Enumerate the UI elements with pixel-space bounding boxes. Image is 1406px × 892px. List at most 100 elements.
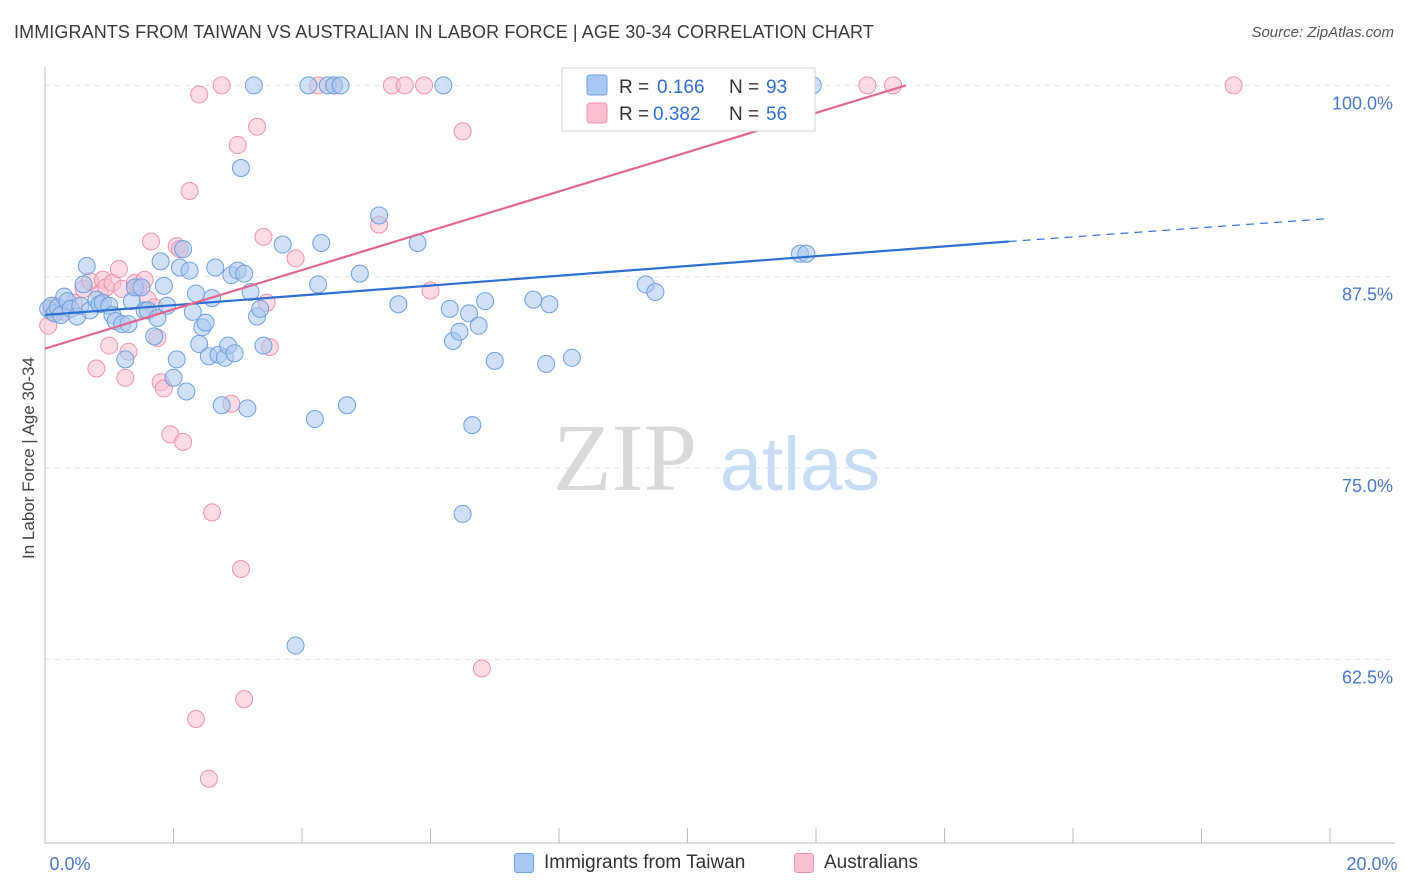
point-taiwan [485, 351, 504, 370]
point-taiwan [646, 282, 665, 301]
point-taiwan [469, 316, 488, 335]
point-australians [180, 181, 199, 200]
point-australians [228, 136, 247, 155]
point-taiwan [460, 304, 479, 323]
legend-n-value-blue: 93 [766, 77, 787, 98]
y-tick-label: 75.0% [1342, 476, 1393, 496]
point-taiwan [337, 396, 356, 415]
point-australians [286, 249, 305, 268]
chart-title: IMMIGRANTS FROM TAIWAN VS AUSTRALIAN IN … [14, 22, 874, 42]
point-taiwan [238, 399, 257, 418]
legend-r-label-blue: R = [619, 77, 649, 98]
point-taiwan [74, 275, 93, 294]
point-taiwan [132, 278, 151, 297]
legend-swatch-blue [586, 74, 608, 96]
bottom-legend-swatch-taiwan [514, 853, 534, 873]
point-taiwan [244, 76, 263, 95]
x-tick-label-max: 20.0% [1346, 854, 1397, 874]
point-taiwan [797, 244, 816, 263]
trend-line-taiwan-extension [1008, 217, 1331, 243]
point-taiwan [331, 76, 350, 95]
point-taiwan [309, 275, 328, 294]
bottom-legend-australians[interactable]: Australians [794, 852, 918, 874]
point-taiwan [154, 276, 173, 295]
y-tick-labels: 100.0% 87.5% 75.0% 62.5% [1332, 93, 1393, 687]
point-taiwan [212, 396, 231, 415]
point-australians [1224, 76, 1243, 95]
point-taiwan [286, 636, 305, 655]
point-taiwan [463, 416, 482, 435]
point-australians [212, 76, 231, 95]
point-taiwan [440, 299, 459, 318]
trend-line-taiwan [44, 240, 1009, 317]
bottom-legend-swatch-australians [794, 853, 814, 873]
point-taiwan [350, 264, 369, 283]
y-tick-label: 87.5% [1342, 285, 1393, 305]
point-australians [203, 503, 222, 522]
point-taiwan [524, 290, 543, 309]
bottom-legend-taiwan[interactable]: Immigrants from Taiwan [514, 852, 745, 874]
point-taiwan [537, 354, 556, 373]
point-australians [142, 232, 161, 251]
point-taiwan [180, 261, 199, 280]
point-taiwan [116, 350, 135, 369]
point-taiwan [231, 159, 250, 178]
point-taiwan [540, 295, 559, 314]
point-taiwan [151, 252, 170, 271]
point-taiwan [167, 350, 186, 369]
bottom-legend: Immigrants from Taiwan Australians [0, 852, 1406, 880]
point-taiwan [389, 295, 408, 314]
point-australians [174, 432, 193, 451]
point-taiwan [145, 327, 164, 346]
point-australians [87, 359, 106, 378]
axes [44, 67, 1395, 844]
point-australians [254, 227, 273, 246]
watermark: ZIP atlas [553, 404, 880, 511]
points-taiwan [39, 76, 822, 655]
point-taiwan [235, 264, 254, 283]
point-taiwan [251, 299, 270, 318]
y-tick-label: 100.0% [1332, 93, 1393, 113]
y-tick-label: 62.5% [1342, 667, 1393, 687]
point-australians [858, 76, 877, 95]
watermark-zip: ZIP [553, 404, 697, 511]
bottom-legend-label-taiwan: Immigrants from Taiwan [544, 852, 746, 873]
point-taiwan [254, 336, 273, 355]
legend-swatch-pink [586, 102, 608, 124]
point-australians [395, 76, 414, 95]
point-taiwan [225, 344, 244, 363]
bottom-legend-label-australians: Australians [824, 852, 918, 873]
point-taiwan [476, 292, 495, 311]
source-label: Source: ZipAtlas.com [1251, 24, 1394, 41]
point-australians [415, 76, 434, 95]
legend-r-value-blue: 0.166 [657, 77, 705, 98]
legend-r-value-pink: 0.382 [653, 104, 701, 125]
point-australians [116, 368, 135, 387]
y-axis-label: In Labor Force | Age 30-34 [19, 357, 38, 559]
point-australians [231, 560, 250, 579]
legend-n-label-blue: N = [729, 77, 759, 98]
x-tick-label-min: 0.0% [49, 854, 90, 874]
point-australians [235, 690, 254, 709]
point-taiwan [186, 284, 205, 303]
point-taiwan [453, 504, 472, 523]
point-taiwan [196, 313, 215, 332]
point-taiwan [206, 258, 225, 277]
point-taiwan [77, 256, 96, 275]
legend-n-label-pink: N = [729, 104, 759, 125]
point-australians [100, 336, 119, 355]
point-australians [109, 260, 128, 279]
point-taiwan [174, 240, 193, 259]
watermark-atlas: atlas [720, 422, 881, 507]
point-taiwan [273, 235, 292, 254]
point-taiwan [434, 76, 453, 95]
point-taiwan [305, 410, 324, 429]
point-australians [472, 659, 491, 678]
stats-legend: R = 0.166 N = 93 R = 0.382 N = 56 [561, 67, 816, 132]
legend-n-value-pink: 56 [766, 104, 787, 125]
point-taiwan [450, 322, 469, 341]
point-australians [190, 85, 209, 104]
point-australians [453, 122, 472, 141]
point-australians [186, 710, 205, 729]
